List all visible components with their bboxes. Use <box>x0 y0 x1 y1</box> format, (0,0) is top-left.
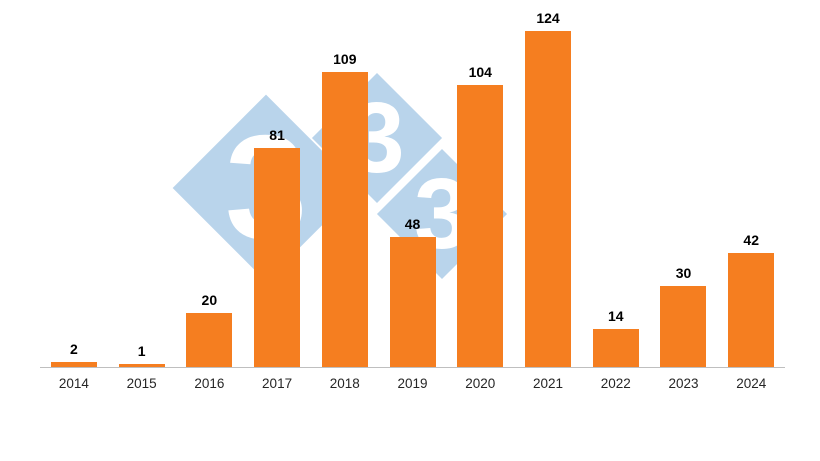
bar <box>592 329 639 367</box>
bar-value-label: 1 <box>137 343 146 360</box>
bar-slot: 81 <box>243 127 311 367</box>
bar-slot: 2 <box>40 341 108 367</box>
x-axis-label: 2015 <box>126 376 157 391</box>
bar <box>321 71 368 367</box>
bar-value-label: 2 <box>69 340 78 357</box>
plot-area: 2 1 20 81 109 48 104 124 14 30 42 2014 2015 2016 2017… <box>40 10 785 391</box>
bar-slot: 1 <box>108 343 176 367</box>
bar-value-label: 124 <box>536 10 560 26</box>
bar-slot: 30 <box>650 265 718 367</box>
bar-value-label: 14 <box>607 308 624 325</box>
bar-slot: 20 <box>175 292 243 367</box>
x-axis-label: 2016 <box>194 376 225 391</box>
bar <box>389 236 436 367</box>
x-axis-label: 2019 <box>397 376 428 391</box>
x-axis-label: 2020 <box>465 376 496 391</box>
bar-slot: 124 <box>514 10 582 367</box>
bar-value-label: 81 <box>269 126 285 143</box>
bar <box>728 253 775 367</box>
bar-slot: 104 <box>446 64 514 367</box>
x-axis: 2014 2015 2016 2017 2018 2019 2020 2021 2022 2023… <box>40 368 785 391</box>
bar <box>186 312 233 367</box>
x-axis-label: 2023 <box>668 376 699 391</box>
bar <box>118 364 165 367</box>
bar <box>457 85 504 367</box>
x-axis-label: 2017 <box>262 376 293 391</box>
bar-value-label: 42 <box>743 232 759 249</box>
x-axis-label: 2021 <box>532 376 564 391</box>
bar-slot: 14 <box>582 308 650 367</box>
bar-slot: 48 <box>379 216 447 367</box>
bar-value-label: 30 <box>675 264 692 281</box>
bar-slot: 109 <box>311 51 379 367</box>
x-axis-label: 2018 <box>329 376 360 391</box>
bar <box>660 285 707 367</box>
bar <box>525 31 571 367</box>
bar-value-label: 20 <box>201 291 218 308</box>
bar-value-label: 109 <box>333 50 357 67</box>
bar-value-label: 48 <box>404 215 421 232</box>
bars-row: 2 1 20 81 109 48 104 124 14 30 42 <box>40 10 785 368</box>
bar-value-label: 104 <box>468 64 492 81</box>
bar <box>254 147 301 367</box>
x-axis-label: 2024 <box>736 376 767 391</box>
bar <box>50 361 97 367</box>
bar-slot: 42 <box>717 232 785 367</box>
x-axis-label: 2014 <box>58 376 89 391</box>
x-axis-label: 2022 <box>600 376 631 391</box>
